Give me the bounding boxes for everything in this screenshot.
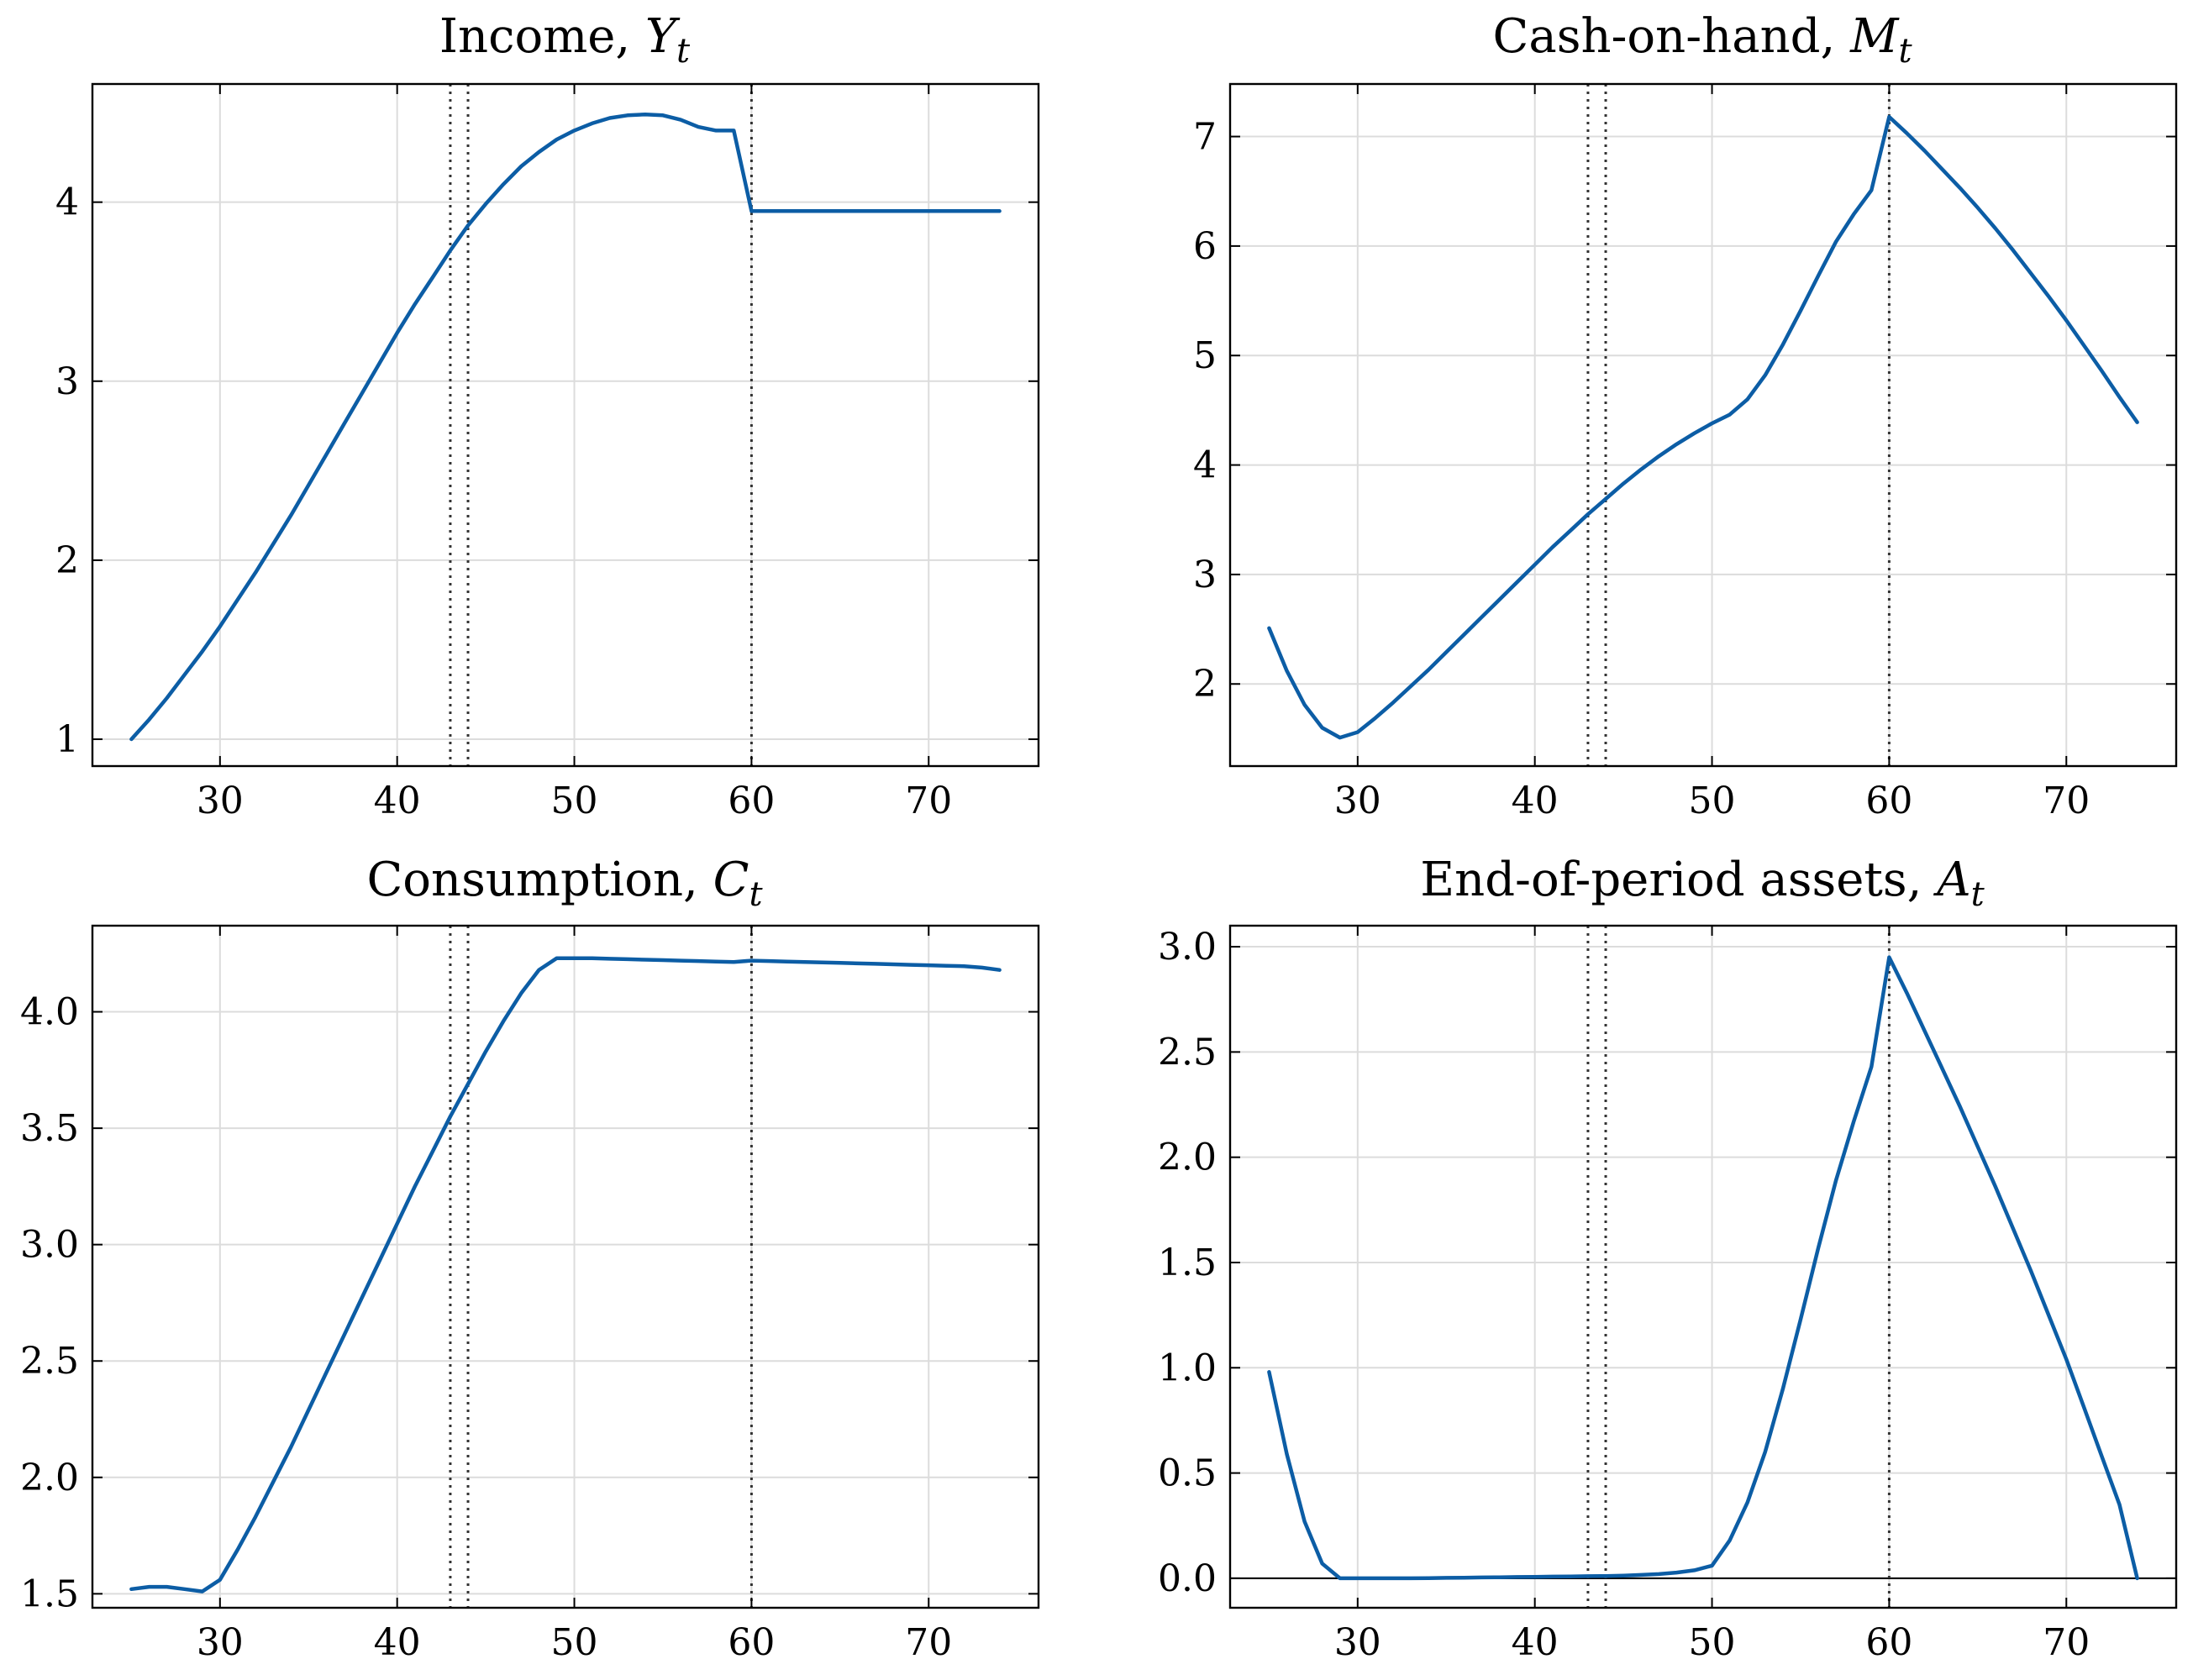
x-tick-label: 70 (2043, 1621, 2090, 1664)
series-line (129, 112, 1002, 742)
income-title: Income, Yt (439, 9, 691, 71)
consumption-panel: Consumption, Ct 30 40 50 60 70 1.5 2.0 2.5 3.0 3.… (20, 853, 1040, 1664)
x-tick-label: 60 (1865, 780, 1912, 822)
x-tick-label: 40 (1512, 1621, 1559, 1664)
y-tick-label: 1 (55, 718, 79, 761)
x-tick-label: 30 (1334, 780, 1381, 822)
y-tick-label: 2 (1193, 663, 1217, 706)
x-tick-label: 50 (1689, 1621, 1736, 1664)
y-tick-label: 3 (55, 360, 79, 403)
y-tick-label: 3.5 (20, 1107, 79, 1150)
series-line (1267, 955, 2139, 1581)
series-line (1267, 114, 2139, 740)
axes-frame (1228, 82, 2178, 768)
income-panel: Income, Yt 30 40 50 60 70 1 2 3 4 (55, 9, 1040, 822)
y-tick-label: 2.0 (20, 1457, 79, 1499)
x-tick-label: 70 (2043, 780, 2090, 822)
axes-frame (91, 924, 1040, 1609)
x-tick-label: 50 (551, 780, 598, 822)
x-tick-label: 30 (197, 1621, 244, 1664)
x-tick-label: 40 (374, 780, 421, 822)
x-tick-label: 70 (905, 1621, 952, 1664)
x-tick-label: 30 (197, 780, 244, 822)
y-tick-label: 3.0 (20, 1224, 79, 1267)
y-tick-label: 3 (1193, 554, 1217, 596)
axes-frame (1228, 924, 2178, 1609)
x-tick-label: 70 (905, 780, 952, 822)
x-tick-label: 30 (1334, 1621, 1381, 1664)
series-line (129, 956, 1002, 1593)
y-tick-label: 5 (1193, 334, 1217, 377)
x-tick-label: 50 (551, 1621, 598, 1664)
y-tick-label: 4 (55, 181, 79, 224)
cash-on-hand-panel: Cash-on-hand, Mt 30 40 50 60 70 2 3 4 5 6 7 (1193, 9, 2178, 822)
y-tick-label: 2.0 (1158, 1137, 1217, 1179)
y-tick-label: 4 (1193, 444, 1217, 487)
x-tick-label: 40 (374, 1621, 421, 1664)
y-tick-label: 1.5 (1158, 1242, 1217, 1284)
y-tick-label: 2.5 (20, 1340, 79, 1383)
cash-on-hand-title: Cash-on-hand, Mt (1492, 9, 1912, 71)
consumption-title: Consumption, Ct (366, 853, 763, 914)
assets-title: End-of-period assets, At (1420, 853, 1985, 914)
y-tick-label: 2.5 (1158, 1031, 1217, 1074)
axes-frame (91, 82, 1040, 768)
x-tick-label: 40 (1512, 780, 1559, 822)
y-tick-label: 2 (55, 539, 79, 582)
y-tick-label: 7 (1193, 116, 1217, 159)
y-tick-label: 6 (1193, 225, 1217, 268)
x-tick-label: 60 (728, 1621, 775, 1664)
y-tick-label: 1.0 (1158, 1347, 1217, 1389)
x-tick-label: 60 (1865, 1621, 1912, 1664)
y-tick-label: 1.5 (20, 1572, 79, 1615)
x-tick-label: 50 (1689, 780, 1736, 822)
y-tick-label: 0.0 (1158, 1557, 1217, 1600)
x-tick-label: 60 (728, 780, 775, 822)
y-tick-label: 4.0 (20, 991, 79, 1034)
y-tick-label: 0.5 (1158, 1452, 1217, 1495)
y-tick-label: 3.0 (1158, 926, 1217, 969)
assets-panel: End-of-period assets, At 30 40 50 60 70 0.0 0.… (1158, 853, 2178, 1664)
